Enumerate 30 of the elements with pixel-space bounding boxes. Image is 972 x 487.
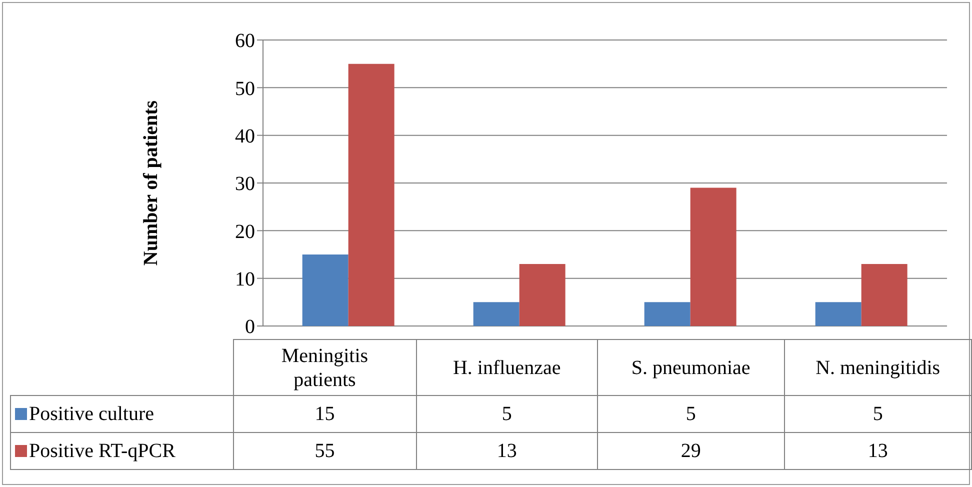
x-tick-label: N. meningitidis [784,340,972,396]
y-tick-label: 40 [235,125,255,148]
y-tick-label: 60 [235,30,255,52]
data-label: 29 [598,432,784,470]
bar [519,264,566,326]
y-tick-label: 0 [245,316,255,338]
data-label: 5 [416,396,598,432]
x-tick-label: H. influenzae [416,340,598,396]
y-tick-label: 50 [235,78,255,100]
data-label: 5 [598,396,784,432]
legend-label: Positive culture [28,402,154,424]
legend-label: Positive RT-qPCR [28,440,176,462]
x-tick-label: S. pneumoniae [598,340,784,396]
data-label: 13 [416,432,598,470]
data-label: 13 [784,432,972,470]
bar [690,188,736,326]
y-tick-label: 10 [235,268,255,290]
y-tick-label: 30 [235,173,255,196]
bar [348,64,394,326]
y-tick-label: 20 [235,220,255,243]
y-axis-title: Number of patients [140,100,162,266]
bar [815,302,862,326]
data-label: 15 [233,396,416,432]
bar [473,302,520,326]
data-label: 5 [784,396,972,432]
bar [302,254,348,326]
x-tick-label: Meningitis patients [233,340,416,396]
data-label: 55 [233,432,416,470]
bar [861,264,908,326]
bar [644,302,690,326]
